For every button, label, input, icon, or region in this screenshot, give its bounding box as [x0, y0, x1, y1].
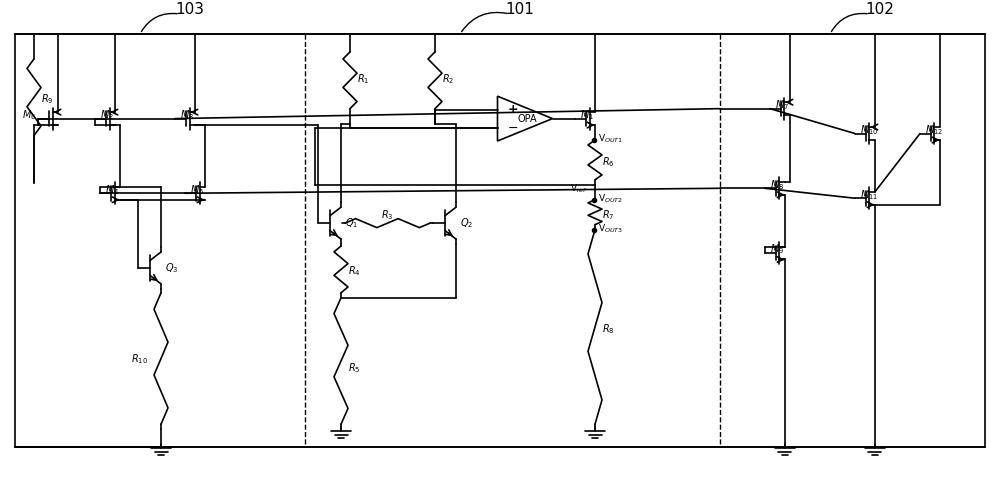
Text: Q$_1$: Q$_1$ — [345, 216, 358, 230]
Text: M$_9$: M$_9$ — [770, 242, 784, 256]
Text: R$_7$: R$_7$ — [602, 208, 615, 222]
Text: R$_8$: R$_8$ — [602, 322, 615, 336]
Text: +: + — [508, 103, 518, 116]
Text: V$_{ref}$: V$_{ref}$ — [570, 183, 588, 195]
Text: R$_{10}$: R$_{10}$ — [131, 352, 148, 366]
Text: M$_8$: M$_8$ — [770, 178, 784, 192]
Text: M$_2$: M$_2$ — [100, 108, 114, 122]
Text: $-$: $-$ — [507, 121, 519, 134]
Text: OPA: OPA — [517, 114, 537, 123]
Text: R$_2$: R$_2$ — [442, 72, 454, 86]
Text: M$_5$: M$_5$ — [190, 183, 204, 197]
Text: M$_{10}$: M$_{10}$ — [860, 123, 879, 137]
Text: R$_6$: R$_6$ — [602, 156, 615, 169]
Text: V$_{OUT3}$: V$_{OUT3}$ — [598, 222, 623, 235]
Text: Q$_2$: Q$_2$ — [460, 216, 473, 230]
Text: R$_1$: R$_1$ — [357, 72, 369, 86]
Text: R$_5$: R$_5$ — [348, 362, 361, 375]
Text: M$_1$: M$_1$ — [580, 108, 594, 122]
Text: R$_4$: R$_4$ — [348, 265, 361, 278]
Text: 101: 101 — [506, 1, 534, 16]
Text: M$_4$: M$_4$ — [105, 183, 119, 197]
Text: M$_3$: M$_3$ — [180, 108, 194, 122]
Text: V$_{OUT1}$: V$_{OUT1}$ — [598, 133, 623, 145]
Text: R$_9$: R$_9$ — [41, 92, 54, 106]
Text: M$_{11}$: M$_{11}$ — [860, 188, 878, 201]
Text: 102: 102 — [866, 1, 894, 16]
Text: M$_6$: M$_6$ — [22, 108, 36, 122]
Text: M$_7$: M$_7$ — [775, 98, 789, 112]
Text: Q$_3$: Q$_3$ — [165, 261, 179, 275]
Text: 103: 103 — [176, 1, 205, 16]
Text: R$_3$: R$_3$ — [381, 208, 394, 222]
Text: V$_{OUT2}$: V$_{OUT2}$ — [598, 192, 623, 205]
Text: M$_{12}$: M$_{12}$ — [925, 123, 943, 137]
